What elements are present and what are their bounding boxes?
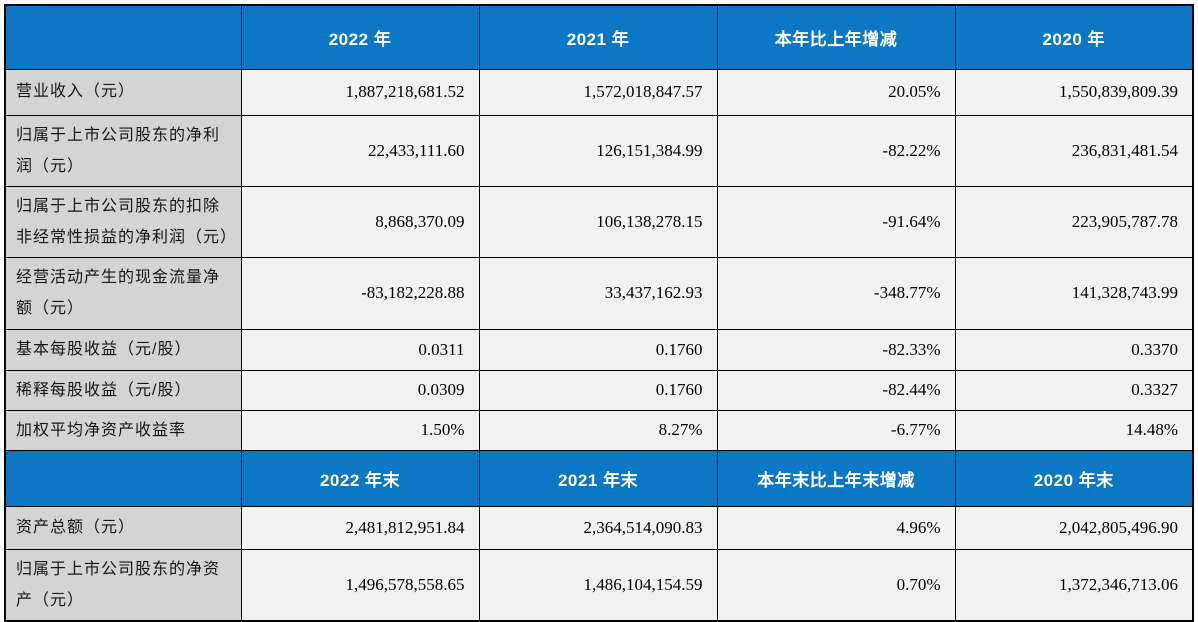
table-row-weighted-avg-roe: 加权平均净资产收益率 1.50% 8.27% -6.77% 14.48% [4,409,1194,452]
table-row-operating-cash-flow: 经营活动产生的现金流量净额（元） -83,182,228.88 33,437,1… [4,257,1194,330]
value-cell: -82.22% [716,114,956,187]
value-cell: 14.48% [954,409,1194,452]
value-cell: 8.27% [478,409,718,452]
row-label: 资产总额（元） [4,506,242,550]
value-cell: 1,887,218,681.52 [240,68,480,116]
row-label: 稀释每股收益（元/股） [4,369,242,411]
value-cell: -82.44% [716,369,956,411]
financial-summary-table: 2022 年 2021 年 本年比上年增减 2020 年 营业收入（元） 1,8… [4,4,1194,622]
table-row-net-profit-excl-nonrecurring: 归属于上市公司股东的扣除非经常性损益的净利润（元） 8,868,370.09 1… [4,185,1194,259]
value-cell: 106,138,278.15 [478,185,718,259]
col-header-2022: 2022 年 [240,4,480,70]
row-label: 营业收入（元） [4,68,242,116]
value-cell: 22,433,111.60 [240,114,480,187]
col-header-2021: 2021 年 [478,4,718,70]
value-cell: -348.77% [716,257,956,330]
table-row-net-assets: 归属于上市公司股东的净资产（元） 1,496,578,558.65 1,486,… [4,549,1194,622]
table-row-revenue: 营业收入（元） 1,887,218,681.52 1,572,018,847.5… [4,68,1194,116]
table-row-basic-eps: 基本每股收益（元/股） 0.0311 0.1760 -82.33% 0.3370 [4,328,1194,371]
value-cell: 2,364,514,090.83 [478,506,718,550]
value-cell: 141,328,743.99 [954,257,1194,330]
value-cell: 1,496,578,558.65 [240,549,480,622]
value-cell: 1.50% [240,409,480,452]
value-cell: 236,831,481.54 [954,114,1194,187]
corner-cell [4,4,242,70]
col-header-year-end-change: 本年末比上年末增减 [716,450,956,507]
value-cell: 4.96% [716,506,956,550]
row-label: 归属于上市公司股东的扣除非经常性损益的净利润（元） [4,185,242,259]
value-cell: 2,042,805,496.90 [954,506,1194,550]
value-cell: -82.33% [716,328,956,371]
annual-header-row: 2022 年 2021 年 本年比上年增减 2020 年 [4,4,1194,70]
row-label: 经营活动产生的现金流量净额（元） [4,257,242,330]
table-row-diluted-eps: 稀释每股收益（元/股） 0.0309 0.1760 -82.44% 0.3327 [4,369,1194,411]
col-header-2020-year-end: 2020 年末 [954,450,1194,507]
value-cell: 0.0311 [240,328,480,371]
value-cell: 0.3370 [954,328,1194,371]
col-header-2020: 2020 年 [954,4,1194,70]
value-cell: -91.64% [716,185,956,259]
col-header-2021-year-end: 2021 年末 [478,450,718,507]
row-label: 归属于上市公司股东的净资产（元） [4,549,242,622]
value-cell: 0.1760 [478,328,718,371]
row-label: 归属于上市公司股东的净利润（元） [4,114,242,187]
corner-cell [4,450,242,507]
value-cell: 8,868,370.09 [240,185,480,259]
value-cell: 20.05% [716,68,956,116]
value-cell: 1,486,104,154.59 [478,549,718,622]
table-row-net-profit: 归属于上市公司股东的净利润（元） 22,433,111.60 126,151,3… [4,114,1194,187]
value-cell: 1,550,839,809.39 [954,68,1194,116]
col-header-2022-year-end: 2022 年末 [240,450,480,507]
row-label: 基本每股收益（元/股） [4,328,242,371]
col-header-yoy-change: 本年比上年增减 [716,4,956,70]
value-cell: 1,572,018,847.57 [478,68,718,116]
table-row-total-assets: 资产总额（元） 2,481,812,951.84 2,364,514,090.8… [4,506,1194,550]
value-cell: -83,182,228.88 [240,257,480,330]
value-cell: 0.70% [716,549,956,622]
value-cell: 0.1760 [478,369,718,411]
value-cell: 1,372,346,713.06 [954,549,1194,622]
value-cell: 33,437,162.93 [478,257,718,330]
value-cell: 0.0309 [240,369,480,411]
value-cell: 2,481,812,951.84 [240,506,480,550]
row-label: 加权平均净资产收益率 [4,409,242,452]
value-cell: 0.3327 [954,369,1194,411]
value-cell: 223,905,787.78 [954,185,1194,259]
value-cell: -6.77% [716,409,956,452]
value-cell: 126,151,384.99 [478,114,718,187]
year-end-header-row: 2022 年末 2021 年末 本年末比上年末增减 2020 年末 [4,450,1194,507]
